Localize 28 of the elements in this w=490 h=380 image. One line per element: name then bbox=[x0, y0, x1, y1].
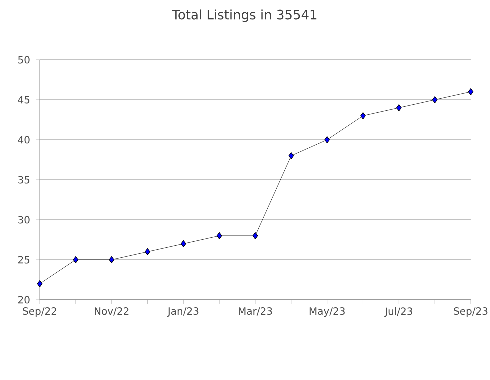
point bbox=[145, 248, 150, 256]
point bbox=[324, 136, 330, 144]
point bbox=[396, 104, 402, 112]
x-tick-label: Mar/23 bbox=[239, 308, 272, 316]
x-tick-label: May/23 bbox=[310, 308, 345, 318]
y-tick-label: 30 bbox=[18, 216, 30, 224]
point bbox=[216, 232, 222, 240]
point bbox=[252, 232, 258, 240]
point bbox=[73, 256, 79, 264]
y-tick-label: 25 bbox=[18, 256, 30, 264]
x-tick-label: Sep/22 bbox=[23, 308, 56, 318]
point bbox=[468, 88, 474, 96]
x-tick-label: Jul/23 bbox=[384, 308, 412, 318]
chart-title: Total Listings in 35541 bbox=[172, 10, 317, 22]
x-tick-label: Sep/23 bbox=[454, 308, 488, 318]
point bbox=[180, 240, 186, 248]
x-tick-label: Jan/23 bbox=[167, 308, 199, 317]
y-tick-label: 35 bbox=[18, 176, 30, 184]
point bbox=[37, 280, 43, 288]
point bbox=[432, 96, 438, 104]
y-tick-label: 40 bbox=[18, 136, 30, 144]
y-tick-label: 20 bbox=[18, 296, 30, 304]
y-tick-label: 50 bbox=[18, 56, 30, 64]
y-tick-label: 45 bbox=[18, 96, 30, 104]
point bbox=[360, 112, 366, 120]
point bbox=[109, 256, 115, 264]
x-tick-label: Nov/22 bbox=[95, 308, 129, 316]
point bbox=[288, 152, 294, 160]
